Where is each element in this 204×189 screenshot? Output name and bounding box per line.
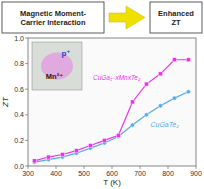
series-marker (130, 123, 134, 127)
banner-box (150, 2, 202, 33)
chart: Magnetic Moment-Carrier Interaction Enhan… (0, 0, 204, 189)
series-marker (116, 133, 120, 137)
y-tick (25, 166, 28, 167)
series-marker (46, 155, 50, 159)
x-tick (84, 166, 85, 169)
y-tick-label: 0.8 (14, 60, 24, 67)
series-marker (74, 149, 78, 153)
series-marker (144, 82, 148, 86)
y-tick-label: 0.0 (14, 163, 24, 170)
series-marker (32, 159, 36, 163)
x-tick-label: 300 (22, 170, 34, 177)
banner: Magnetic Moment-Carrier Interaction Enhan… (2, 2, 202, 33)
series-marker (60, 152, 64, 156)
banner-text-line: Carrier Interaction (20, 18, 85, 27)
axes: 300 400 500 600 700 800 900 0.0 0.2 0.4 0.6 0.8 1.0 (14, 35, 202, 178)
x-tick-label: 800 (162, 170, 174, 177)
x-tick-label: 600 (106, 170, 118, 177)
banner-text-line: ZT (171, 18, 181, 27)
banner-text: Magnetic Moment-Carrier Interaction (20, 9, 86, 27)
x-tick (140, 166, 141, 169)
y-tick-label: 1.0 (14, 35, 24, 42)
y-tick (25, 140, 28, 141)
plot-frame (28, 38, 196, 166)
x-tick-label: 900 (190, 170, 202, 177)
inset-label: Mn²⁺ (46, 72, 63, 81)
y-axis-label: ZT (1, 96, 10, 108)
x-tick (168, 166, 169, 169)
y-tick-label: 0.6 (14, 86, 24, 93)
y-tick-label: 0.2 (14, 137, 24, 144)
series-marker (172, 58, 176, 62)
y-tick-label: 0.4 (14, 111, 24, 118)
x-tick (56, 166, 57, 169)
x-tick (28, 166, 29, 169)
series-marker (158, 104, 162, 108)
y-tick (25, 63, 28, 64)
y-tick (25, 89, 28, 90)
series-marker (144, 113, 148, 117)
x-tick (112, 166, 113, 169)
banner-box (2, 2, 104, 33)
x-tick-label: 700 (134, 170, 146, 177)
series-marker (186, 58, 190, 62)
series-marker (186, 90, 190, 94)
series-label: CuGa₁₋xMnxTe₂ (93, 74, 141, 81)
series-marker (102, 138, 106, 142)
series-line (34, 60, 188, 161)
x-tick-label: 500 (78, 170, 90, 177)
inset-label: p⁺ (61, 49, 70, 58)
series-line (34, 92, 188, 162)
inset: p⁺ Mn²⁺ (32, 42, 82, 90)
inset-box (32, 42, 82, 90)
x-tick (196, 166, 197, 169)
data (32, 58, 190, 165)
series-marker (158, 72, 162, 76)
series-marker (172, 96, 176, 100)
banner-text-line: Enhanced (158, 9, 194, 18)
x-tick-label: 400 (50, 170, 62, 177)
series-marker (88, 144, 92, 148)
banner-text-line: Magnetic Moment- (20, 9, 86, 18)
series-marker (130, 100, 134, 104)
banner-text: EnhancedZT (158, 9, 194, 27)
banner-arrow (109, 6, 145, 29)
y-tick (25, 114, 28, 115)
y-tick (25, 38, 28, 39)
series-label: CuGaTe₂ (150, 121, 179, 128)
x-axis-label: T (K) (103, 178, 121, 187)
